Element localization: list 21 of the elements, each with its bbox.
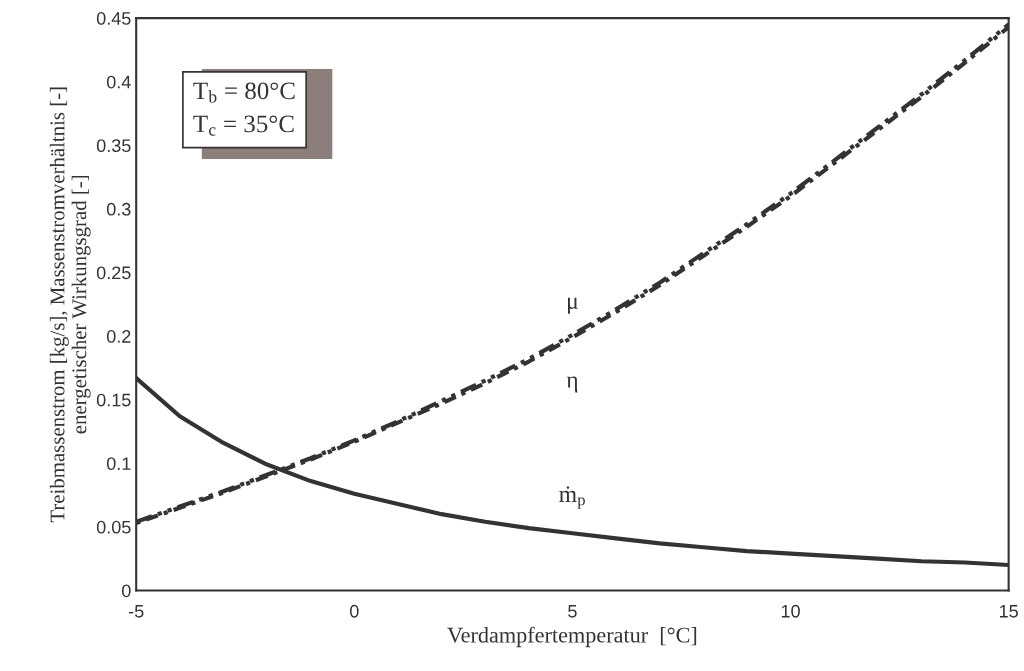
y-tick-label: 0.25: [96, 266, 131, 280]
x-axis-title: Verdampfertemperatur [°C]: [447, 626, 697, 648]
y-tick-label: 0.4: [106, 75, 131, 89]
series-label: ṁ$_{p}$: [559, 486, 585, 509]
series-label: μ: [568, 297, 578, 314]
y-tick-label: 0.1: [106, 457, 131, 471]
series-label: η: [566, 376, 578, 393]
x-tick-label: 10: [781, 604, 800, 618]
x-tick-label: -5: [128, 605, 144, 618]
y-tick-label: 0.15: [96, 393, 131, 407]
y-tick-label: 0: [122, 584, 131, 598]
y-tick-label: 0.3: [106, 202, 131, 216]
y-tick-label: 0.35: [96, 139, 131, 153]
x-tick-label: 0: [349, 604, 359, 618]
y-tick-label: 0.45: [96, 12, 131, 25]
x-tick-label: 15: [999, 605, 1018, 618]
y-axis-title: Treibmassenstrom [kg/s], Massenstromverhältnis [-] energetischer Wirkungsgrad [-]: [49, 87, 91, 523]
y-tick-label: 0.05: [96, 520, 131, 534]
y-tick-label: 0.2: [106, 330, 131, 343]
annotation: T$_{b}$ = 80°C T$_{c}$ = 35°C: [193, 82, 295, 136]
x-tick-label: 5: [568, 605, 577, 618]
